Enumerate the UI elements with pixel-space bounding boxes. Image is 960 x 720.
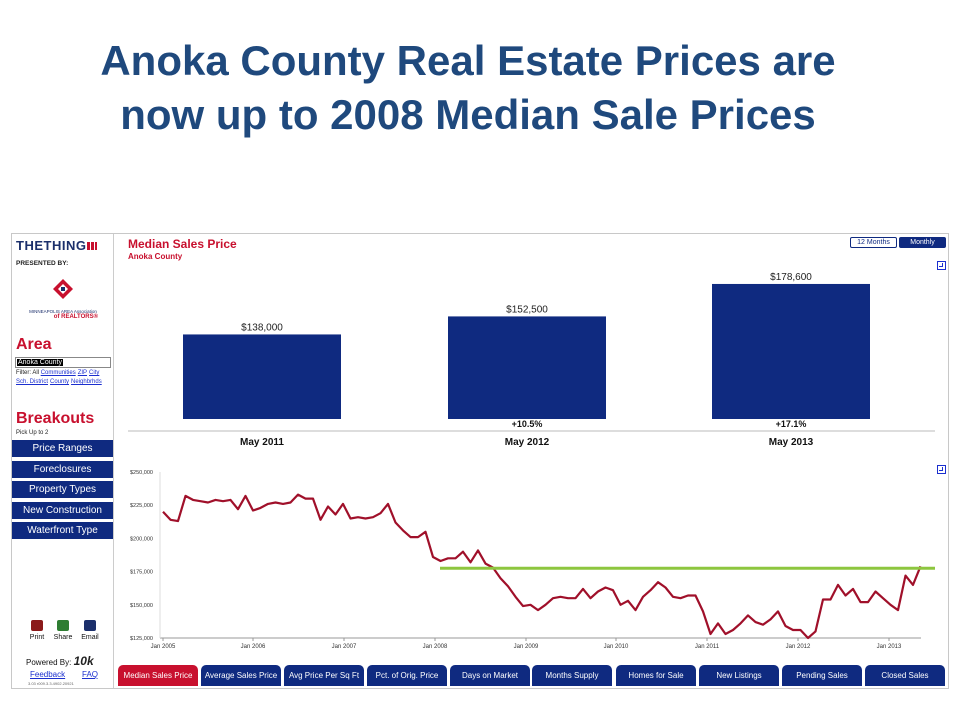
bar-value-label: $138,000: [241, 322, 283, 333]
x-tick-label: Jan 2005: [151, 644, 176, 649]
email-button[interactable]: Email: [79, 620, 101, 641]
powered-by: Powered By: 10k: [26, 654, 94, 668]
y-tick-label: $175,000: [130, 570, 153, 576]
bar-may-2012: [448, 316, 606, 419]
x-tick-label: Jan 2013: [877, 644, 902, 649]
filter-link-zip[interactable]: ZIP: [77, 370, 88, 376]
filter-link-city[interactable]: City: [89, 370, 100, 376]
print-icon: [31, 620, 43, 631]
filter-link-school-district[interactable]: Sch. District: [16, 379, 49, 385]
house-icon: [53, 279, 73, 299]
x-tick-label: Jan 2011: [695, 644, 720, 649]
tab-pending-sales[interactable]: Pending Sales: [782, 665, 862, 686]
feedback-link[interactable]: Feedback: [30, 670, 66, 679]
chart-title: Median Sales Price: [128, 237, 237, 251]
email-label: Email: [81, 634, 99, 641]
presented-by-label: PRESENTED BY:: [16, 260, 69, 267]
slide-title: Anoka County Real Estate Prices are now …: [0, 34, 936, 142]
tab-avg-price-per-sq-ft[interactable]: Avg Price Per Sq Ft: [284, 665, 364, 686]
x-tick-label: Jan 2008: [423, 644, 448, 649]
y-tick-label: $200,000: [130, 536, 153, 542]
bar-change-label: +17.1%: [776, 419, 807, 429]
email-icon: [84, 620, 96, 631]
powered-by-brand: 10k: [73, 654, 94, 668]
share-button[interactable]: Share: [52, 620, 74, 641]
expand-line-chart-icon[interactable]: [937, 465, 946, 474]
y-tick-label: $150,000: [130, 603, 153, 609]
toggle-monthly[interactable]: Monthly: [899, 237, 946, 248]
toggle-12-months[interactable]: 12 Months: [850, 237, 897, 248]
tab-days-on-market[interactable]: Days on Market: [450, 665, 530, 686]
app-window: THETHING PRESENTED BY: MINNEAPOLIS AREA …: [11, 233, 949, 689]
breakout-new-construction-button[interactable]: New Construction: [12, 502, 113, 520]
sponsor-logo: MINNEAPOLIS AREA Association of REALTORS…: [22, 278, 104, 326]
logo-text: THETHING: [16, 238, 87, 253]
expand-bar-chart-icon[interactable]: [937, 261, 946, 270]
share-icon: [57, 620, 69, 631]
tab-new-listings[interactable]: New Listings: [699, 665, 779, 686]
logo-bars-icon: [87, 242, 98, 250]
filter-row-2: Sch. District County Neighbrhds: [16, 379, 104, 385]
chart-panel: Median Sales Price Anoka County 12 Month…: [115, 234, 948, 688]
area-select[interactable]: Anoka County: [15, 357, 111, 368]
line-chart: $250,000 $225,000 $200,000 $175,000 $150,000…: [130, 470, 935, 649]
bar-value-label: $152,500: [506, 304, 548, 315]
tab-pct-of-orig-price[interactable]: Pct. of Orig. Price: [367, 665, 447, 686]
x-tick-label: Jan 2010: [604, 644, 629, 649]
filter-row-1: Filter: All Communities ZIP City: [16, 370, 101, 376]
bar-category-label: May 2011: [240, 437, 284, 448]
bar-category-label: May 2012: [505, 437, 550, 448]
y-tick-label: $125,000: [130, 636, 153, 642]
sidebar: THETHING PRESENTED BY: MINNEAPOLIS AREA …: [12, 234, 114, 688]
breakout-price-ranges-button[interactable]: Price Ranges: [12, 440, 113, 458]
slide-title-line-1: Anoka County Real Estate Prices are: [100, 37, 836, 84]
share-label: Share: [53, 634, 73, 641]
tab-homes-for-sale[interactable]: Homes for Sale: [616, 665, 696, 686]
metric-tabs: Median Sales Price Average Sales Price Avg…: [118, 665, 948, 686]
median-price-series-line: [162, 493, 922, 640]
tab-months-supply[interactable]: Months Supply: [532, 665, 612, 686]
x-tick-label: Jan 2009: [514, 644, 539, 649]
y-tick-label: $250,000: [130, 470, 153, 476]
filter-link-neighborhoods[interactable]: Neighbrhds: [71, 379, 102, 385]
filter-link-county[interactable]: County: [50, 379, 70, 385]
powered-by-label: Powered By:: [26, 658, 72, 667]
app-logo[interactable]: THETHING: [16, 238, 98, 253]
breakout-foreclosures-button[interactable]: Foreclosures: [12, 461, 113, 479]
faq-link[interactable]: FAQ: [82, 670, 99, 679]
x-tick-label: Jan 2012: [786, 644, 811, 649]
x-tick-label: Jan 2007: [332, 644, 357, 649]
bar-category-label: May 2013: [769, 437, 814, 448]
bar-may-2011: [183, 334, 341, 419]
print-button[interactable]: Print: [26, 620, 48, 641]
x-tick-label: Jan 2006: [241, 644, 266, 649]
bar-chart: $138,000 May 2011 $152,500 +10.5% May 2012 $1…: [128, 272, 935, 448]
pick-hint: Pick Up to 2: [16, 430, 49, 436]
area-select-value: Anoka County: [17, 359, 63, 366]
breakout-property-types-button[interactable]: Property Types: [12, 481, 113, 499]
sponsor-line-2: of REALTORS®: [53, 314, 98, 320]
sponsor-line-1: MINNEAPOLIS AREA Association: [29, 309, 97, 314]
bar-value-label: $178,600: [770, 272, 812, 283]
slide-title-line-2: now up to 2008 Median Sale Prices: [120, 91, 816, 138]
bar-change-label: +10.5%: [512, 419, 543, 429]
print-label: Print: [29, 634, 45, 641]
area-heading: Area: [16, 336, 52, 353]
filter-link-communities[interactable]: Communities: [40, 370, 76, 376]
version-text: 3.03 r009.3.3.4902.20921: [28, 681, 74, 686]
y-tick-label: $225,000: [130, 503, 153, 509]
breakout-waterfront-type-button[interactable]: Waterfront Type: [12, 522, 113, 540]
bar-may-2013: [712, 283, 870, 419]
breakouts-heading: Breakouts: [16, 410, 95, 427]
filter-label: Filter: All: [16, 370, 40, 376]
tab-average-sales-price[interactable]: Average Sales Price: [201, 665, 281, 686]
tab-median-sales-price[interactable]: Median Sales Price: [118, 665, 198, 686]
chart-subtitle: Anoka County: [128, 252, 183, 261]
tab-closed-sales[interactable]: Closed Sales: [865, 665, 945, 686]
